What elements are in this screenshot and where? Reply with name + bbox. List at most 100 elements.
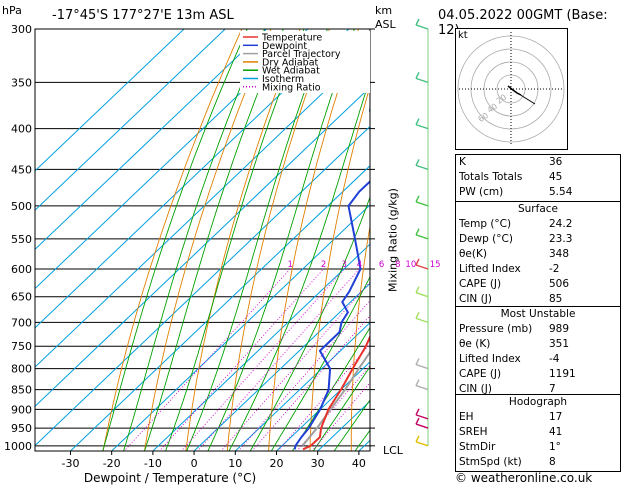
- mixing-ratio-line: [123, 268, 291, 451]
- plot-frame: [34, 28, 371, 452]
- x-tick-label: -30: [62, 457, 80, 470]
- wet-adiabat-line: [228, 76, 370, 451]
- temperature-line: [302, 334, 370, 451]
- asl-unit-label: ASL: [375, 18, 396, 31]
- legend-entry-label: Wet Adiabat: [262, 66, 320, 77]
- x-tick-label: -20: [103, 457, 121, 470]
- surface-label: θe(K): [459, 248, 487, 260]
- hodograph-unit-label: kt: [458, 30, 468, 41]
- hodo-label: SREH: [459, 426, 488, 438]
- mixing-ratio-tick-label: 1: [288, 260, 293, 270]
- isotherm-line: [35, 125, 370, 447]
- skew-t-chart: 1234681015202530035040045050055060065070…: [4, 17, 440, 470]
- x-tick-label: 0: [191, 457, 198, 470]
- mu-label: Lifted Index: [459, 353, 521, 365]
- mixing-ratio-line: [196, 268, 360, 451]
- indices-panel: K 36 Totals Totals 45 PW (cm) 5.54: [455, 154, 621, 202]
- mixing-ratio-tick-label: 8: [395, 260, 400, 270]
- dry-adiabat-line: [144, 29, 272, 451]
- hodo-value: 17: [549, 411, 563, 423]
- wind-barb: [415, 72, 429, 84]
- index-label: K: [459, 156, 466, 168]
- wet-adiabat-line: [291, 326, 370, 451]
- hodo-label: StmSpd (kt): [459, 456, 522, 468]
- pressure-tick-label: 950: [11, 422, 32, 435]
- surface-label: CIN (J): [459, 293, 492, 305]
- mixing-ratio-tick-label: 4: [357, 260, 362, 270]
- x-tick-label: 40: [352, 457, 366, 470]
- pressure-tick-label: 750: [11, 340, 32, 353]
- wind-barb: [415, 228, 429, 240]
- hpa-unit-label: hPa: [2, 4, 22, 17]
- isotherm-line: [35, 29, 350, 329]
- mu-value: 7: [549, 383, 556, 395]
- pressure-tick-label: 400: [11, 123, 32, 136]
- mu-value: -4: [549, 353, 560, 365]
- storm-motion-vector: [510, 88, 536, 105]
- wind-barb: [415, 435, 429, 447]
- wind-barb: [415, 18, 429, 30]
- dry-adiabat-line: [431, 17, 440, 462]
- pressure-tick-label: 450: [11, 163, 32, 176]
- wet-adiabat-line: [270, 275, 370, 451]
- wind-barb: [415, 408, 429, 420]
- legend-entry-label: Mixing Ratio: [262, 82, 321, 93]
- wind-barb: [415, 195, 429, 207]
- wind-barb: [415, 379, 429, 391]
- x-axis-title: Dewpoint / Temperature (°C): [83, 471, 257, 485]
- pressure-tick-label: 800: [11, 363, 32, 376]
- hodograph-title: Hodograph: [508, 396, 568, 408]
- isotherm-line: [152, 243, 370, 451]
- x-tick-label: 20: [269, 457, 283, 470]
- surface-label: CAPE (J): [459, 278, 502, 290]
- isotherm-line: [193, 282, 370, 451]
- dewpoint-line: [293, 104, 370, 450]
- isotherm-line: [69, 165, 370, 451]
- surface-value: 85: [549, 293, 563, 305]
- mixing-ratio-axis-title: Mixing Ratio (g/kg): [386, 188, 400, 292]
- surface-value: 506: [549, 278, 570, 290]
- wet-adiabat-line: [165, 29, 305, 451]
- wind-barb: [415, 312, 429, 324]
- legend-entry-label: Parcel Trajectory: [262, 49, 341, 60]
- mixing-ratio-tick-label: 3: [342, 260, 347, 270]
- mu-label: CIN (J): [459, 383, 492, 395]
- mixing-ratio-line: [237, 299, 370, 451]
- dry-adiabat-line: [268, 29, 360, 451]
- hodo-value: 41: [549, 426, 563, 438]
- pressure-tick-label: 300: [11, 23, 32, 36]
- pressure-tick-label: 600: [11, 263, 32, 276]
- dry-adiabat-line: [350, 223, 370, 451]
- index-value: 36: [549, 156, 563, 168]
- mu-value: 1191: [549, 368, 576, 380]
- mixing-ratio-tick-label: 2: [321, 260, 326, 270]
- wet-adiabat-line: [102, 29, 248, 451]
- hodo-value: 8: [549, 456, 556, 468]
- wind-barb: [415, 358, 429, 370]
- pressure-tick-label: 550: [11, 233, 32, 246]
- dry-adiabat-line: [102, 29, 243, 451]
- pressure-tick-label: 350: [11, 76, 32, 89]
- mu-label: Pressure (mb): [459, 323, 533, 335]
- legend-entry-label: Dewpoint: [262, 41, 307, 52]
- copyright-footer: © weatheronline.co.uk: [455, 471, 593, 485]
- parcel-trajectory-line: [301, 350, 370, 447]
- most-unstable-panel: Most Unstable Pressure (mb) 989 θe (K) 351…: [455, 306, 621, 399]
- wind-barb: [415, 159, 429, 171]
- legend-box: [240, 31, 370, 93]
- hodo-label: EH: [459, 411, 474, 423]
- surface-value: 24.2: [549, 218, 573, 230]
- most-unstable-title: Most Unstable: [500, 308, 576, 320]
- mu-label: CAPE (J): [459, 368, 502, 380]
- wind-barb: [415, 286, 429, 298]
- index-value: 45: [549, 171, 563, 183]
- pressure-tick-label: 500: [11, 200, 32, 213]
- hodo-value: 1°: [549, 441, 561, 453]
- km-unit-label: km: [375, 4, 393, 17]
- pressure-tick-label: 1000: [4, 440, 32, 453]
- skew-t-grid: [35, 17, 440, 462]
- isotherm-line: [35, 29, 185, 172]
- lcl-label: LCL: [383, 444, 403, 457]
